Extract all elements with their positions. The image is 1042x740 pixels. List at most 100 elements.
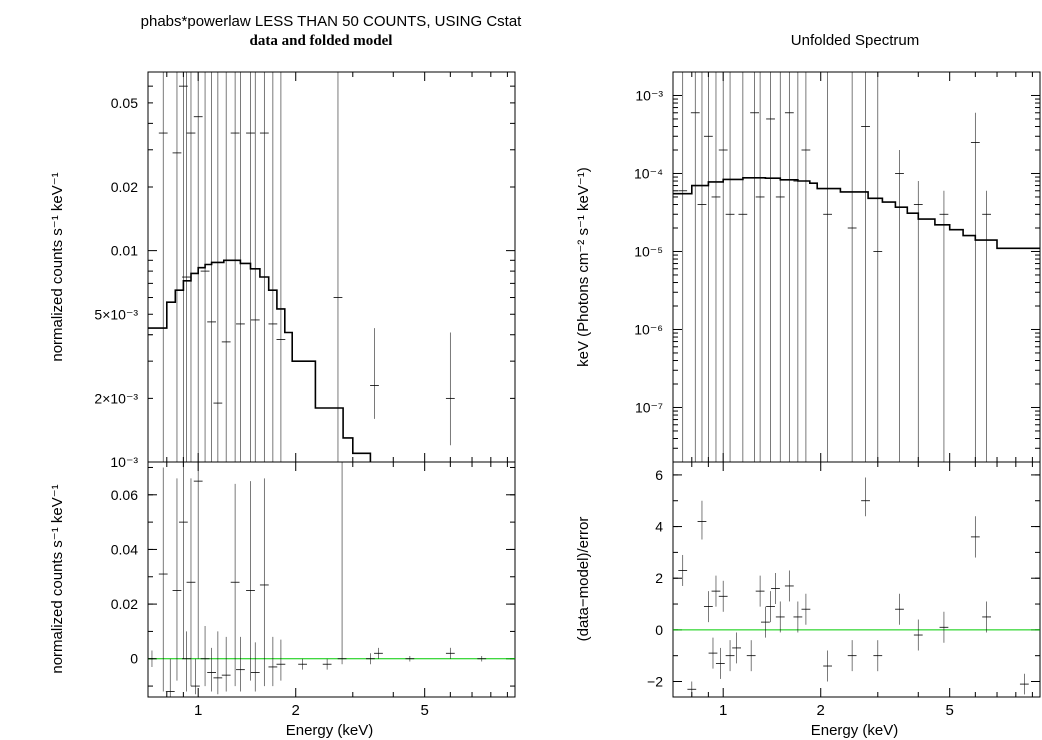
plot-frame (147, 461, 516, 698)
data-point (687, 681, 697, 697)
data-point (678, 554, 688, 586)
data-point (847, 640, 857, 672)
data-point (477, 656, 487, 662)
y-tick-label: 2×10⁻³ (94, 390, 138, 406)
data-point (775, 601, 785, 633)
x-tick-label: 1 (194, 702, 202, 719)
data-point (268, 72, 278, 462)
data-point (1019, 673, 1029, 695)
data-point (182, 72, 191, 462)
data-point (725, 640, 735, 672)
y-tick-label: 0.04 (111, 541, 138, 557)
data-point (158, 72, 168, 462)
data-point (982, 190, 992, 462)
plot-area (673, 477, 1040, 697)
y-tick-label: 10⁻⁴ (634, 165, 663, 181)
data-point (230, 72, 240, 462)
data-point (186, 72, 196, 462)
y-tick-label: 0.01 (111, 243, 138, 259)
data-point (895, 150, 904, 462)
data-point (276, 72, 286, 462)
data-point (190, 658, 200, 695)
data-point (970, 516, 980, 558)
data-point (246, 72, 255, 462)
data-point (913, 181, 923, 462)
data-point (200, 625, 210, 687)
data-point (913, 619, 923, 651)
data-point (172, 478, 182, 681)
data-point (366, 653, 375, 665)
plot-frame (672, 461, 1041, 698)
data-point (246, 481, 255, 681)
data-point (718, 72, 728, 462)
data-point (236, 72, 245, 462)
data-point (697, 500, 707, 540)
data-point (708, 637, 718, 669)
data-point (697, 72, 707, 462)
data-point (703, 72, 713, 462)
x-axis-label: Energy (keV) (811, 722, 899, 739)
data-point (746, 640, 756, 672)
y-tick-label: 0 (655, 622, 663, 638)
data-point (370, 328, 379, 419)
data-point (725, 72, 735, 462)
left-title: phabs*powerlaw LESS THAN 50 COUNTS, USIN… (141, 13, 523, 30)
data-point (405, 656, 415, 662)
plot-frame (672, 71, 1041, 463)
y-tick-label: 0.05 (111, 95, 138, 111)
y-tick-label: 0.02 (111, 179, 138, 195)
data-point (823, 72, 833, 462)
data-point (766, 591, 775, 623)
y-tick-label: 10⁻³ (110, 454, 138, 470)
x-tick-label: 2 (292, 702, 300, 719)
x-axis-label: Energy (keV) (286, 722, 374, 739)
data-point (259, 478, 269, 687)
data-point (207, 72, 217, 462)
data-point (755, 72, 765, 462)
y-axis-label: normalized counts s⁻¹ keV⁻¹ (49, 172, 66, 361)
data-point (148, 650, 157, 667)
plot-area (148, 462, 515, 697)
data-point (732, 632, 742, 664)
data-point (793, 601, 803, 633)
data-point (761, 606, 770, 638)
data-point (250, 642, 260, 692)
panel-counts-residual: 1 2 5 Energy (keV) 0.06 0.04 0.02 0 normalized c… (49, 461, 516, 739)
data-point (766, 72, 775, 462)
x-tick-label: 5 (421, 702, 429, 719)
panel-sigma-residual: 1 2 5 Energy (keV) 6 4 2 0 −2 (data−model)/error (575, 461, 1041, 739)
data-point (690, 72, 700, 462)
data-point (165, 658, 175, 697)
y-tick-label: 10⁻⁷ (635, 399, 663, 415)
y-tick-label: 0 (130, 651, 138, 667)
data-point (193, 72, 203, 462)
data-point (186, 478, 196, 687)
data-point (801, 72, 811, 462)
data-point (738, 72, 748, 462)
data-point (873, 640, 883, 672)
y-axis-label: keV (Photons cm⁻² s⁻¹ keV⁻¹) (575, 167, 592, 367)
data-point (322, 658, 332, 670)
y-tick-label: 0.02 (111, 596, 138, 612)
data-point (982, 601, 992, 633)
plot-area (148, 72, 455, 462)
data-point (445, 332, 455, 446)
plot-area (673, 72, 1040, 462)
data-point (784, 72, 794, 462)
data-point (678, 72, 688, 462)
data-point (268, 636, 278, 687)
data-point (793, 72, 803, 462)
data-point (250, 72, 260, 462)
data-point (801, 593, 811, 625)
panel-counts: 0.05 0.02 0.01 5×10⁻³ 2×10⁻³ 10⁻³ normalized c… (49, 71, 516, 470)
data-point (333, 72, 343, 462)
y-tick-label: 10⁻³ (635, 87, 663, 103)
data-point (200, 72, 210, 462)
data-point (939, 190, 949, 462)
data-point (276, 639, 286, 681)
data-point (148, 72, 153, 462)
data-point (823, 650, 833, 682)
y-tick-label: −2 (647, 674, 663, 690)
data-point (861, 72, 870, 462)
